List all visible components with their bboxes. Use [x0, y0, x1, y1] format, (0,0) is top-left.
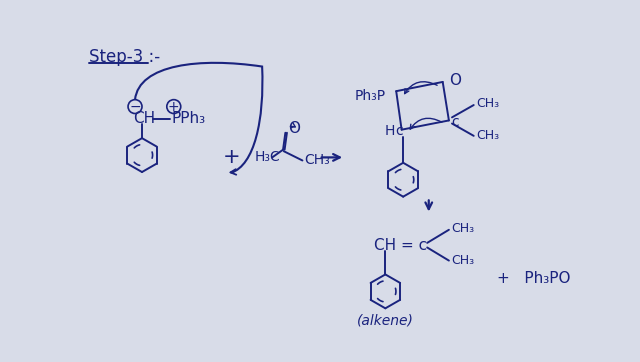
Text: +   Ph₃PO: + Ph₃PO	[497, 271, 570, 286]
Text: +: +	[168, 100, 180, 114]
Text: c: c	[451, 115, 459, 129]
Text: CH₃: CH₃	[304, 153, 330, 168]
Text: Ph₃P: Ph₃P	[355, 89, 387, 103]
Text: CH₃: CH₃	[451, 222, 474, 235]
Text: +: +	[222, 147, 240, 167]
Text: H₃C: H₃C	[254, 150, 280, 164]
Text: O: O	[289, 121, 300, 136]
Text: CH: CH	[134, 111, 156, 126]
Text: Step-3 :-: Step-3 :-	[90, 48, 161, 66]
Text: H: H	[385, 124, 395, 138]
Text: O: O	[449, 73, 461, 88]
Text: PPh₃: PPh₃	[172, 111, 205, 126]
Text: (alkene): (alkene)	[357, 313, 414, 328]
Text: CH₃: CH₃	[476, 97, 499, 110]
Text: CH₃: CH₃	[451, 254, 474, 267]
Text: CH = c: CH = c	[374, 238, 428, 253]
Text: CH₃: CH₃	[476, 129, 499, 142]
Text: −: −	[129, 100, 141, 114]
Text: c: c	[396, 124, 403, 138]
